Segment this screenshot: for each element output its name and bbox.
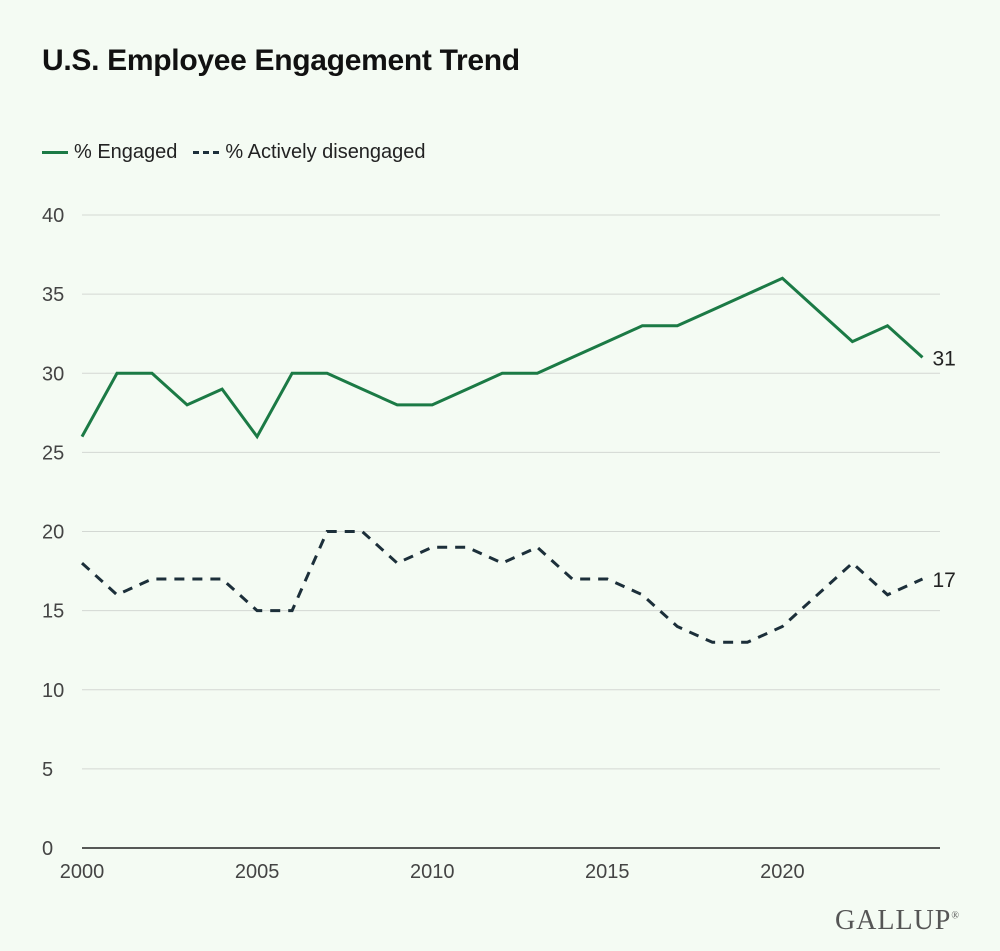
legend: % Engaged % Actively disengaged [42,141,442,164]
end-label-engaged: 31 [932,347,955,370]
y-tick-label: 20 [42,522,64,544]
y-tick-label: 35 [42,284,64,306]
chart-title: U.S. Employee Engagement Trend [42,44,520,77]
y-tick-label: 15 [42,601,64,623]
y-tick-label: 5 [42,759,53,781]
y-tick-label: 30 [42,363,64,385]
legend-item-disengaged: % Actively disengaged [193,141,426,164]
legend-label-engaged: % Engaged [74,141,178,163]
end-label-disengaged: 17 [932,569,955,592]
x-tick-label: 2005 [235,861,280,883]
y-tick-label: 0 [42,838,53,860]
x-tick-label: 2000 [60,861,105,883]
y-tick-label: 25 [42,442,64,464]
legend-item-engaged: % Engaged [42,141,177,164]
y-tick-label: 10 [42,680,64,702]
legend-label-disengaged: % Actively disengaged [225,141,426,163]
legend-swatch-dashed [193,151,220,154]
brand-name: GALLUP [834,905,952,936]
registered-mark: ® [951,910,960,922]
x-tick-label: 2010 [410,861,455,883]
y-tick-label: 40 [42,205,64,227]
x-tick-label: 2015 [585,861,630,883]
series-line-disengaged [80,530,924,644]
x-tick-label: 2020 [760,861,805,883]
gallup-logo: GALLUP® [835,905,960,937]
legend-swatch-solid [42,151,68,154]
series-line-engaged [80,276,924,440]
